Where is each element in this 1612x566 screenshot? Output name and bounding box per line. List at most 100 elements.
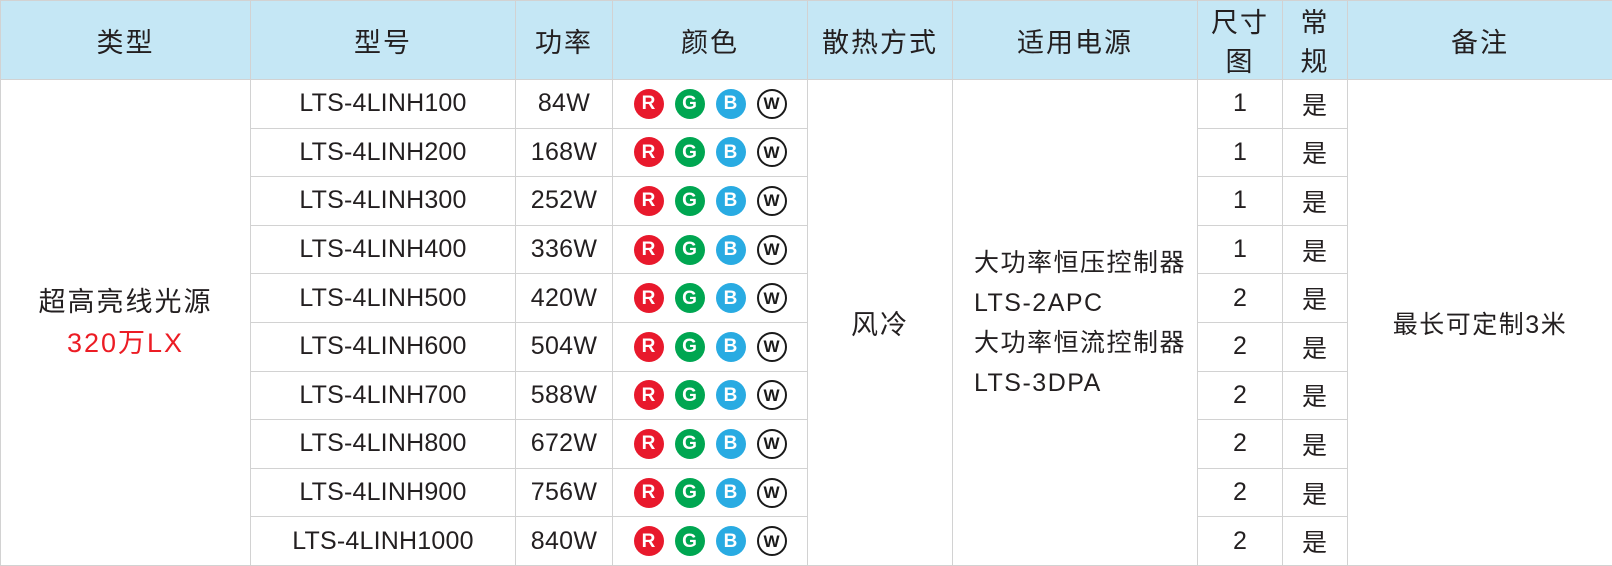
- rgbw-badge-group: R G B W: [617, 477, 803, 508]
- red-badge-icon: R: [633, 283, 664, 314]
- cell-model: LTS-4LINH800: [250, 419, 516, 469]
- white-badge-icon: W: [756, 380, 787, 411]
- green-badge-icon: G: [674, 88, 705, 119]
- rgbw-badge-group: R G B W: [617, 331, 803, 362]
- blue-badge-icon: B: [715, 380, 746, 411]
- table-row: LTS-4LINH400 336W R G B W 1 是: [1, 224, 1612, 275]
- cell-product-type: 超高亮线光源 320万LX: [0, 79, 251, 566]
- rgbw-badge-group: R G B W: [617, 380, 803, 411]
- white-badge-icon: W: [756, 477, 787, 508]
- blue-badge-icon: B: [715, 283, 746, 314]
- white-badge-icon: W: [756, 185, 787, 216]
- green-badge-icon: G: [674, 137, 705, 168]
- cell-color: R G B W: [612, 321, 808, 372]
- column-header-regular: 常规: [1282, 0, 1348, 80]
- power-supply-list: 大功率恒压控制器 LTS-2APC 大功率恒流控制器 LTS-3DPA: [964, 243, 1186, 403]
- green-badge-icon: G: [674, 380, 705, 411]
- product-type-lux: 320万LX: [66, 327, 185, 358]
- cell-dimension: 2: [1197, 321, 1283, 372]
- cell-model: LTS-4LINH1000: [250, 516, 516, 566]
- cell-dimension: 2: [1197, 467, 1283, 518]
- cell-remark: 最长可定制3米: [1347, 79, 1612, 566]
- blue-badge-icon: B: [715, 428, 746, 459]
- red-badge-icon: R: [633, 477, 664, 508]
- power-supply-line: 大功率恒流控制器: [973, 328, 1186, 357]
- cell-power: 336W: [515, 224, 613, 275]
- cell-power-supply: 大功率恒压控制器 LTS-2APC 大功率恒流控制器 LTS-3DPA: [952, 79, 1198, 566]
- table-body: 超高亮线光源 320万LX LTS-4LINH100 84W R G B W 风…: [0, 79, 1612, 566]
- cell-power: 252W: [515, 176, 613, 226]
- rgbw-badge-group: R G B W: [617, 234, 803, 265]
- cell-color: R G B W: [612, 419, 808, 469]
- cell-power: 168W: [515, 127, 613, 178]
- cell-color: R G B W: [612, 224, 808, 275]
- column-header-remark: 备注: [1347, 0, 1612, 80]
- rgbw-badge-group: R G B W: [617, 185, 803, 216]
- cell-dimension: 2: [1197, 516, 1283, 566]
- cell-regular: 是: [1282, 419, 1348, 469]
- column-header-cooling: 散热方式: [807, 0, 953, 80]
- cell-color: R G B W: [612, 370, 808, 421]
- green-badge-icon: G: [674, 234, 705, 265]
- cell-color: R G B W: [612, 79, 808, 129]
- cell-color: R G B W: [612, 516, 808, 566]
- cell-regular: 是: [1282, 176, 1348, 226]
- blue-badge-icon: B: [715, 185, 746, 216]
- rgbw-badge-group: R G B W: [617, 526, 803, 557]
- table-row: LTS-4LINH300 252W R G B W 1 是: [1, 176, 1612, 226]
- cell-model: LTS-4LINH600: [250, 321, 516, 372]
- green-badge-icon: G: [674, 477, 705, 508]
- table-row: LTS-4LINH200 168W R G B W 1 是: [1, 127, 1612, 178]
- cell-regular: 是: [1282, 224, 1348, 275]
- cell-model: LTS-4LINH100: [250, 79, 516, 129]
- table-row: LTS-4LINH600 504W R G B W 2 是: [1, 321, 1612, 372]
- white-badge-icon: W: [756, 234, 787, 265]
- white-badge-icon: W: [756, 428, 787, 459]
- rgbw-badge-group: R G B W: [617, 283, 803, 314]
- cell-regular: 是: [1282, 516, 1348, 566]
- rgbw-badge-group: R G B W: [617, 137, 803, 168]
- blue-badge-icon: B: [715, 477, 746, 508]
- cell-model: LTS-4LINH200: [250, 127, 516, 178]
- table-row: LTS-4LINH700 588W R G B W 2 是: [1, 370, 1612, 421]
- cell-power: 420W: [515, 273, 613, 323]
- cell-dimension: 2: [1197, 370, 1283, 421]
- cell-dimension: 1: [1197, 127, 1283, 178]
- header-row: 类型 型号 功率 颜色 散热方式 适用电源 尺寸图 常规 备注: [0, 0, 1612, 80]
- red-badge-icon: R: [633, 526, 664, 557]
- green-badge-icon: G: [674, 526, 705, 557]
- green-badge-icon: G: [674, 185, 705, 216]
- table-header: 类型 型号 功率 颜色 散热方式 适用电源 尺寸图 常规 备注: [0, 0, 1612, 80]
- power-supply-line: LTS-3DPA: [973, 368, 1102, 397]
- column-header-power: 功率: [515, 0, 613, 80]
- table-row: LTS-4LINH1000 840W R G B W 2 是: [1, 516, 1612, 566]
- cell-dimension: 1: [1197, 79, 1283, 129]
- cell-dimension: 2: [1197, 273, 1283, 323]
- column-header-dimension: 尺寸图: [1197, 0, 1283, 80]
- cell-power: 84W: [515, 79, 613, 129]
- cell-power: 840W: [515, 516, 613, 566]
- cell-power: 672W: [515, 419, 613, 469]
- cell-regular: 是: [1282, 273, 1348, 323]
- blue-badge-icon: B: [715, 331, 746, 362]
- cell-color: R G B W: [612, 273, 808, 323]
- green-badge-icon: G: [674, 283, 705, 314]
- green-badge-icon: G: [674, 331, 705, 362]
- white-badge-icon: W: [756, 137, 787, 168]
- cell-model: LTS-4LINH500: [250, 273, 516, 323]
- cell-regular: 是: [1282, 127, 1348, 178]
- cell-color: R G B W: [612, 176, 808, 226]
- table-row: 超高亮线光源 320万LX LTS-4LINH100 84W R G B W 风…: [0, 79, 1612, 566]
- cell-model: LTS-4LINH300: [250, 176, 516, 226]
- cell-power: 504W: [515, 321, 613, 372]
- column-header-color: 颜色: [612, 0, 808, 80]
- table-row: LTS-4LINH500 420W R G B W 2 是: [1, 273, 1612, 323]
- blue-badge-icon: B: [715, 234, 746, 265]
- power-supply-line: 大功率恒压控制器: [973, 248, 1186, 277]
- column-header-model: 型号: [250, 0, 516, 80]
- cell-power: 588W: [515, 370, 613, 421]
- red-badge-icon: R: [633, 428, 664, 459]
- red-badge-icon: R: [633, 137, 664, 168]
- red-badge-icon: R: [633, 380, 664, 411]
